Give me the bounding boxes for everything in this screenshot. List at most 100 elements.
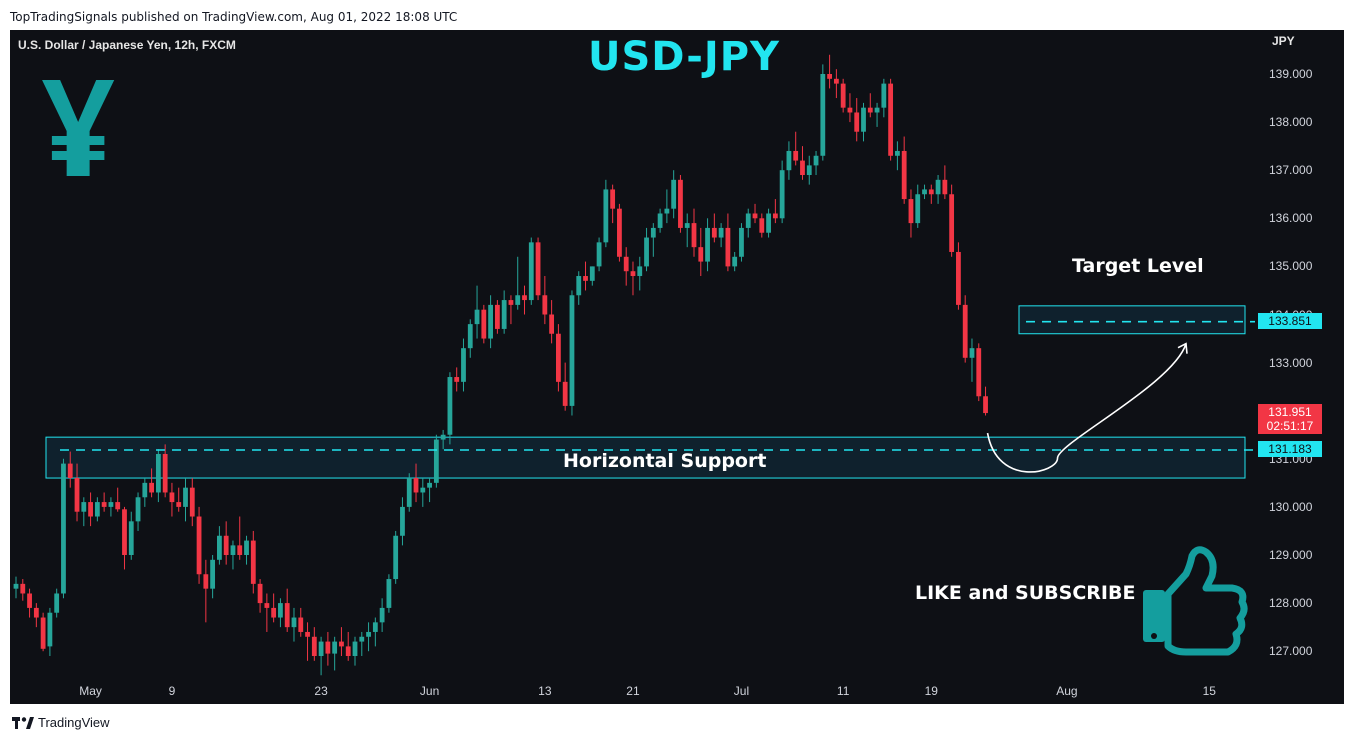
x-tick-label: May [79, 684, 102, 698]
candle [20, 579, 26, 601]
candle [169, 482, 175, 517]
footer-brand: TradingView [38, 715, 110, 730]
candle [711, 213, 717, 243]
candle [671, 170, 677, 219]
candle [508, 295, 514, 325]
candle [881, 78, 887, 118]
candle [745, 208, 751, 238]
candle [942, 165, 948, 200]
footer[interactable]: TradingView [12, 715, 110, 730]
candle [637, 256, 643, 291]
candle [244, 535, 249, 565]
like-subscribe-annotation: LIKE and SUBSCRIBE [915, 582, 1136, 604]
candle [922, 184, 927, 200]
candle [74, 463, 80, 522]
candle [772, 199, 778, 224]
candle [108, 497, 114, 517]
candle [372, 617, 378, 647]
projection-arrow [986, 343, 1187, 473]
candle [142, 478, 148, 507]
yen-icon [42, 80, 115, 176]
candle [664, 189, 670, 224]
chart-frame[interactable]: U.S. Dollar / Japanese Yen, 12h, FXCM JP… [10, 30, 1344, 704]
candle [793, 131, 799, 166]
candle [47, 607, 53, 657]
candle [183, 478, 188, 522]
candle [800, 146, 805, 180]
candle [461, 338, 466, 392]
x-tick-label: Jul [733, 684, 750, 698]
candle [528, 237, 534, 305]
candle [752, 203, 758, 224]
candle [623, 247, 629, 286]
candle [908, 189, 914, 238]
candle [81, 497, 87, 527]
support-annotation: Horizontal Support [563, 450, 767, 472]
candle [481, 304, 487, 344]
candle [352, 636, 358, 666]
candle [33, 603, 39, 628]
candle [291, 607, 297, 642]
candle [813, 150, 819, 176]
candle [284, 588, 290, 632]
candle [406, 473, 412, 512]
candle [806, 155, 812, 185]
candle [589, 266, 595, 286]
candle [827, 54, 832, 89]
candle [427, 478, 432, 503]
candle [400, 497, 405, 546]
pair-label: USD-JPY [588, 34, 780, 80]
countdown-value: 02:51:17 [1266, 419, 1314, 433]
candle [94, 497, 100, 522]
candle [569, 290, 575, 416]
candle [556, 324, 561, 392]
candle [542, 276, 548, 325]
candle [420, 478, 426, 507]
candle [657, 208, 663, 233]
candle [271, 593, 277, 623]
candle [13, 576, 19, 599]
candle [257, 579, 263, 613]
candle [949, 184, 955, 257]
candle [27, 588, 32, 618]
candle [474, 285, 480, 339]
candle [155, 449, 161, 503]
candle [956, 242, 961, 310]
candle [311, 627, 317, 661]
last-price-tag: 131.951 02:51:17 [1258, 404, 1322, 434]
x-tick-label: 19 [924, 684, 938, 698]
y-tick-label: 127.000 [1269, 644, 1313, 659]
candle [379, 598, 385, 632]
candle [176, 487, 182, 512]
candle [596, 237, 602, 272]
candle [162, 444, 168, 498]
candle [562, 362, 568, 411]
candle [122, 506, 127, 570]
candle [88, 492, 93, 527]
tradingview-logo-icon [12, 716, 34, 729]
y-tick-label: 128.000 [1269, 596, 1313, 611]
x-tick-label: 9 [168, 684, 176, 698]
horizontal-support-zone[interactable] [45, 436, 1246, 479]
target-price-tag: 133.851 [1258, 313, 1322, 329]
candle [698, 227, 704, 277]
candle [67, 451, 73, 488]
candle [725, 213, 731, 272]
x-tick-label: 21 [626, 684, 640, 698]
candle [739, 223, 744, 262]
y-tick-label: 129.000 [1269, 548, 1313, 562]
currency-label: JPY [1272, 34, 1295, 48]
candle [230, 540, 236, 570]
arrow-head [1177, 342, 1188, 354]
target-level-zone[interactable] [1018, 305, 1246, 335]
candle [583, 261, 588, 291]
candle [732, 251, 738, 272]
thumbs-up-icon [1143, 546, 1248, 656]
candle [630, 261, 636, 296]
publisher-line: TopTradingSignals published on TradingVi… [10, 10, 458, 24]
candle [345, 631, 351, 661]
candle [237, 516, 243, 560]
candle [40, 612, 46, 652]
candle [149, 468, 154, 498]
